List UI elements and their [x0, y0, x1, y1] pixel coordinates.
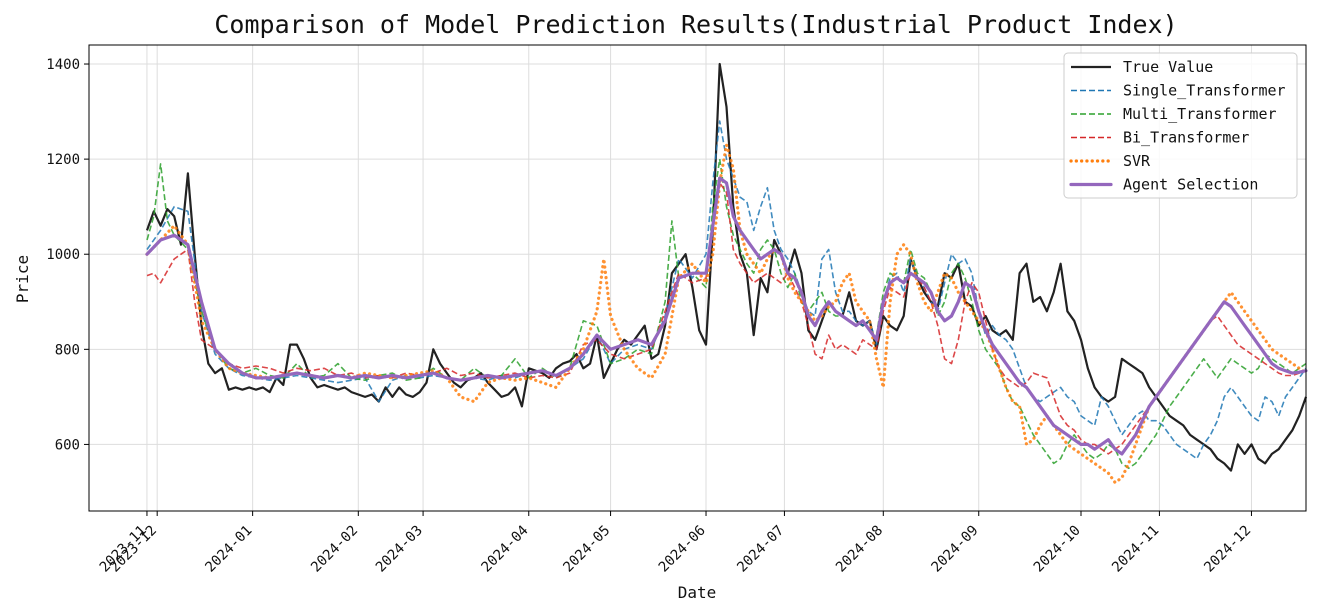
legend-box — [1063, 52, 1298, 199]
legend-label: Multi_Transformer — [1123, 105, 1277, 123]
x-tick-label: 2024-10 — [1031, 523, 1084, 576]
y-axis-label: Price — [13, 255, 32, 303]
series-line-bi-transformer — [146, 182, 1307, 455]
x-tick-label: 2024-09 — [929, 523, 982, 576]
y-tick-label: 800 — [55, 342, 80, 358]
x-axis-label: Date — [678, 583, 717, 602]
series-line-multi-transformer — [146, 158, 1307, 469]
x-tick-label: 2024-05 — [560, 523, 613, 576]
y-tick-label: 600 — [55, 437, 80, 453]
x-tick-label: 2024-08 — [833, 523, 886, 576]
x-tick-label: 2024-11 — [1109, 523, 1162, 576]
legend-label: Bi_Transformer — [1123, 129, 1249, 147]
x-tick-label: 2024-12 — [1201, 523, 1254, 576]
y-tick-label: 1400 — [46, 57, 80, 73]
chart-title: Comparison of Model Prediction Results(I… — [214, 10, 1177, 39]
x-tick-label: 2024-01 — [202, 523, 255, 576]
x-tick-label: 2024-03 — [373, 523, 426, 576]
legend-label: Single_Transformer — [1123, 82, 1286, 100]
series-line-agent-selection — [145, 176, 1308, 456]
series-layer — [145, 62, 1308, 485]
x-tick-label: 2024-07 — [734, 523, 787, 576]
y-axis: 600 800 1000 1200 1400 — [46, 57, 89, 453]
plot-frame — [88, 44, 1307, 512]
legend-label: True Value — [1123, 58, 1213, 76]
x-tick-label: 2024-06 — [656, 523, 709, 576]
x-tick-label: 2024-02 — [308, 523, 361, 576]
y-tick-label: 1000 — [46, 247, 80, 263]
y-tick-label: 1200 — [46, 152, 80, 168]
series-line-true-value — [145, 62, 1308, 472]
x-tick-label: 2024-04 — [479, 523, 532, 576]
legend-label: SVR — [1123, 152, 1151, 170]
legend: True Value Single_Transformer Multi_Transf… — [1063, 52, 1298, 199]
legend-label: Agent Selection — [1123, 176, 1258, 194]
